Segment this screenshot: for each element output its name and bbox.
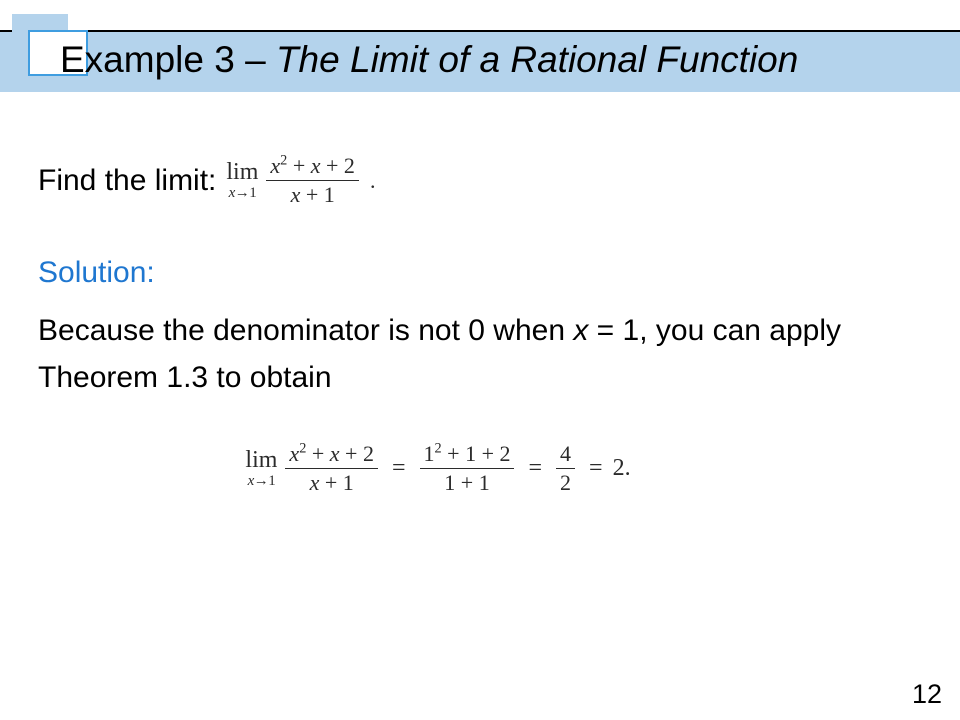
fraction-bar xyxy=(420,468,515,469)
fraction-bar xyxy=(266,180,359,181)
expression-terminator: . xyxy=(370,168,376,194)
problem-denominator: x + 1 xyxy=(287,184,339,206)
problem-row: Find the limit: lim x→1 x2 + x + 2 x + 1… xyxy=(38,155,922,206)
solution-explanation: Because the denominator is not 0 when x … xyxy=(38,308,922,401)
equals-2: = xyxy=(528,455,542,482)
lim-approach: x→1 xyxy=(229,186,257,201)
slide-container: Example 3 – The Limit of a Rational Func… xyxy=(0,0,960,720)
find-limit-label: Find the limit: xyxy=(38,164,216,198)
slide-title: Example 3 – The Limit of a Rational Func… xyxy=(60,38,798,82)
fraction-bar xyxy=(556,468,575,469)
limit-expression-problem: lim x→1 x2 + x + 2 x + 1 . xyxy=(226,155,375,206)
eq-lim-approach: x→1 xyxy=(248,474,276,489)
title-italic: The Limit of a Rational Function xyxy=(276,39,798,80)
title-prefix: Example 3 – xyxy=(60,39,276,80)
eq-frac1-den: x + 1 xyxy=(306,472,358,494)
explanation-part1: Because the denominator is not 0 when xyxy=(38,314,573,347)
solution-heading: Solution: xyxy=(38,256,922,290)
eq-lim-symbol: lim x→1 xyxy=(245,448,277,489)
eq-frac3-num: 4 xyxy=(556,443,575,465)
eq-fraction-1: x2 + x + 2 x + 1 xyxy=(285,443,378,494)
fraction-bar xyxy=(285,468,378,469)
eq-frac2-num: 12 + 1 + 2 xyxy=(420,443,515,465)
title-bar-top-rule xyxy=(0,30,960,32)
eq-fraction-3: 4 2 xyxy=(556,443,575,494)
eq-frac3-den: 2 xyxy=(556,472,575,494)
content-area: Find the limit: lim x→1 x2 + x + 2 x + 1… xyxy=(38,155,922,494)
eq-frac2-den: 1 + 1 xyxy=(440,472,493,494)
eq-result: 2. xyxy=(613,455,631,482)
equals-3: = xyxy=(589,455,603,482)
problem-fraction: x2 + x + 2 x + 1 xyxy=(266,155,359,206)
lim-text: lim xyxy=(226,160,258,184)
worked-equation: lim x→1 x2 + x + 2 x + 1 = 12 + 1 + 2 1 … xyxy=(38,443,838,494)
problem-numerator: x2 + x + 2 xyxy=(266,155,359,177)
page-number: 12 xyxy=(912,679,942,710)
eq-frac1-num: x2 + x + 2 xyxy=(285,443,378,465)
eq-lim-text: lim xyxy=(245,448,277,472)
eq-fraction-2: 12 + 1 + 2 1 + 1 xyxy=(420,443,515,494)
equals-1: = xyxy=(392,455,406,482)
eq-limit: lim x→1 x2 + x + 2 x + 1 xyxy=(245,443,382,494)
explanation-variable: x xyxy=(573,314,588,347)
lim-symbol: lim x→1 xyxy=(226,160,258,201)
